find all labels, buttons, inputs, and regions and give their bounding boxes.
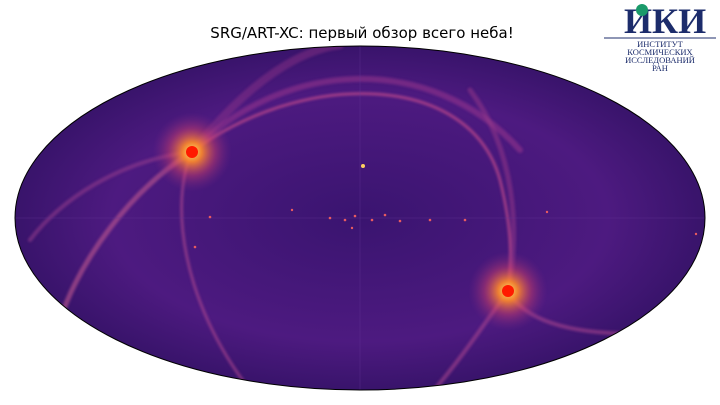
- logo-line: КОСМИЧЕСКИХ: [627, 47, 692, 57]
- map-border: [14, 45, 706, 391]
- logo: ИКИ ИНСТИТУТ КОСМИЧЕСКИХ ИССЛЕДОВАНИЙ РА…: [604, 1, 716, 73]
- logo-line: ИССЛЕДОВАНИЙ: [625, 55, 695, 65]
- logo-dot: [636, 4, 648, 16]
- logo-acronym: ИКИ: [624, 1, 706, 41]
- sky-map: [15, 46, 705, 390]
- logo-line: РАН: [652, 63, 668, 73]
- logo-line: ИНСТИТУТ: [637, 39, 683, 49]
- title: SRG/ART-XC: первый обзор всего неба!: [210, 24, 513, 42]
